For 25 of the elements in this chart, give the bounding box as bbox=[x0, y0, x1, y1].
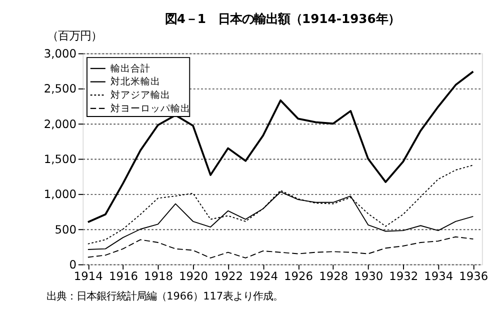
x-tick-label: 1916 bbox=[108, 268, 138, 283]
y-tick-label: 1,500 bbox=[44, 152, 77, 166]
x-tick-label: 1920 bbox=[178, 268, 208, 283]
x-tick-label: 1926 bbox=[284, 268, 314, 283]
y-axis-title: （百万円） bbox=[47, 28, 102, 42]
x-tick-label: 1918 bbox=[144, 268, 173, 283]
source-note: 出典：日本銀行統計局編（1966）117表より作成。 bbox=[46, 290, 284, 302]
x-tick-label: 1932 bbox=[389, 268, 418, 283]
x-tick-label: 1930 bbox=[354, 268, 384, 283]
legend-label: 輸出合計 bbox=[110, 62, 150, 74]
line-series bbox=[87, 236, 474, 258]
x-tick-label: 1936 bbox=[459, 268, 488, 283]
y-tick-label: 1,000 bbox=[44, 187, 77, 202]
y-tick-label: 500 bbox=[54, 222, 77, 236]
x-tick-label: 1924 bbox=[249, 268, 278, 283]
x-tick-label: 1928 bbox=[319, 268, 348, 283]
legend-label: 対ヨーロッパ輸出 bbox=[110, 102, 190, 114]
x-tick-label: 1922 bbox=[214, 268, 244, 283]
y-tick-label: 3,000 bbox=[44, 46, 77, 61]
y-tick-label: 2,500 bbox=[44, 82, 77, 96]
legend-label: 対アジア輸出 bbox=[110, 88, 170, 101]
legend-label: 対北米輸出 bbox=[110, 76, 160, 88]
y-tick-label: 2,000 bbox=[44, 116, 77, 131]
chart-title: 図4－1 日本の輸出額（1914-1936年） bbox=[164, 12, 400, 26]
x-tick-label: 1934 bbox=[424, 268, 454, 283]
